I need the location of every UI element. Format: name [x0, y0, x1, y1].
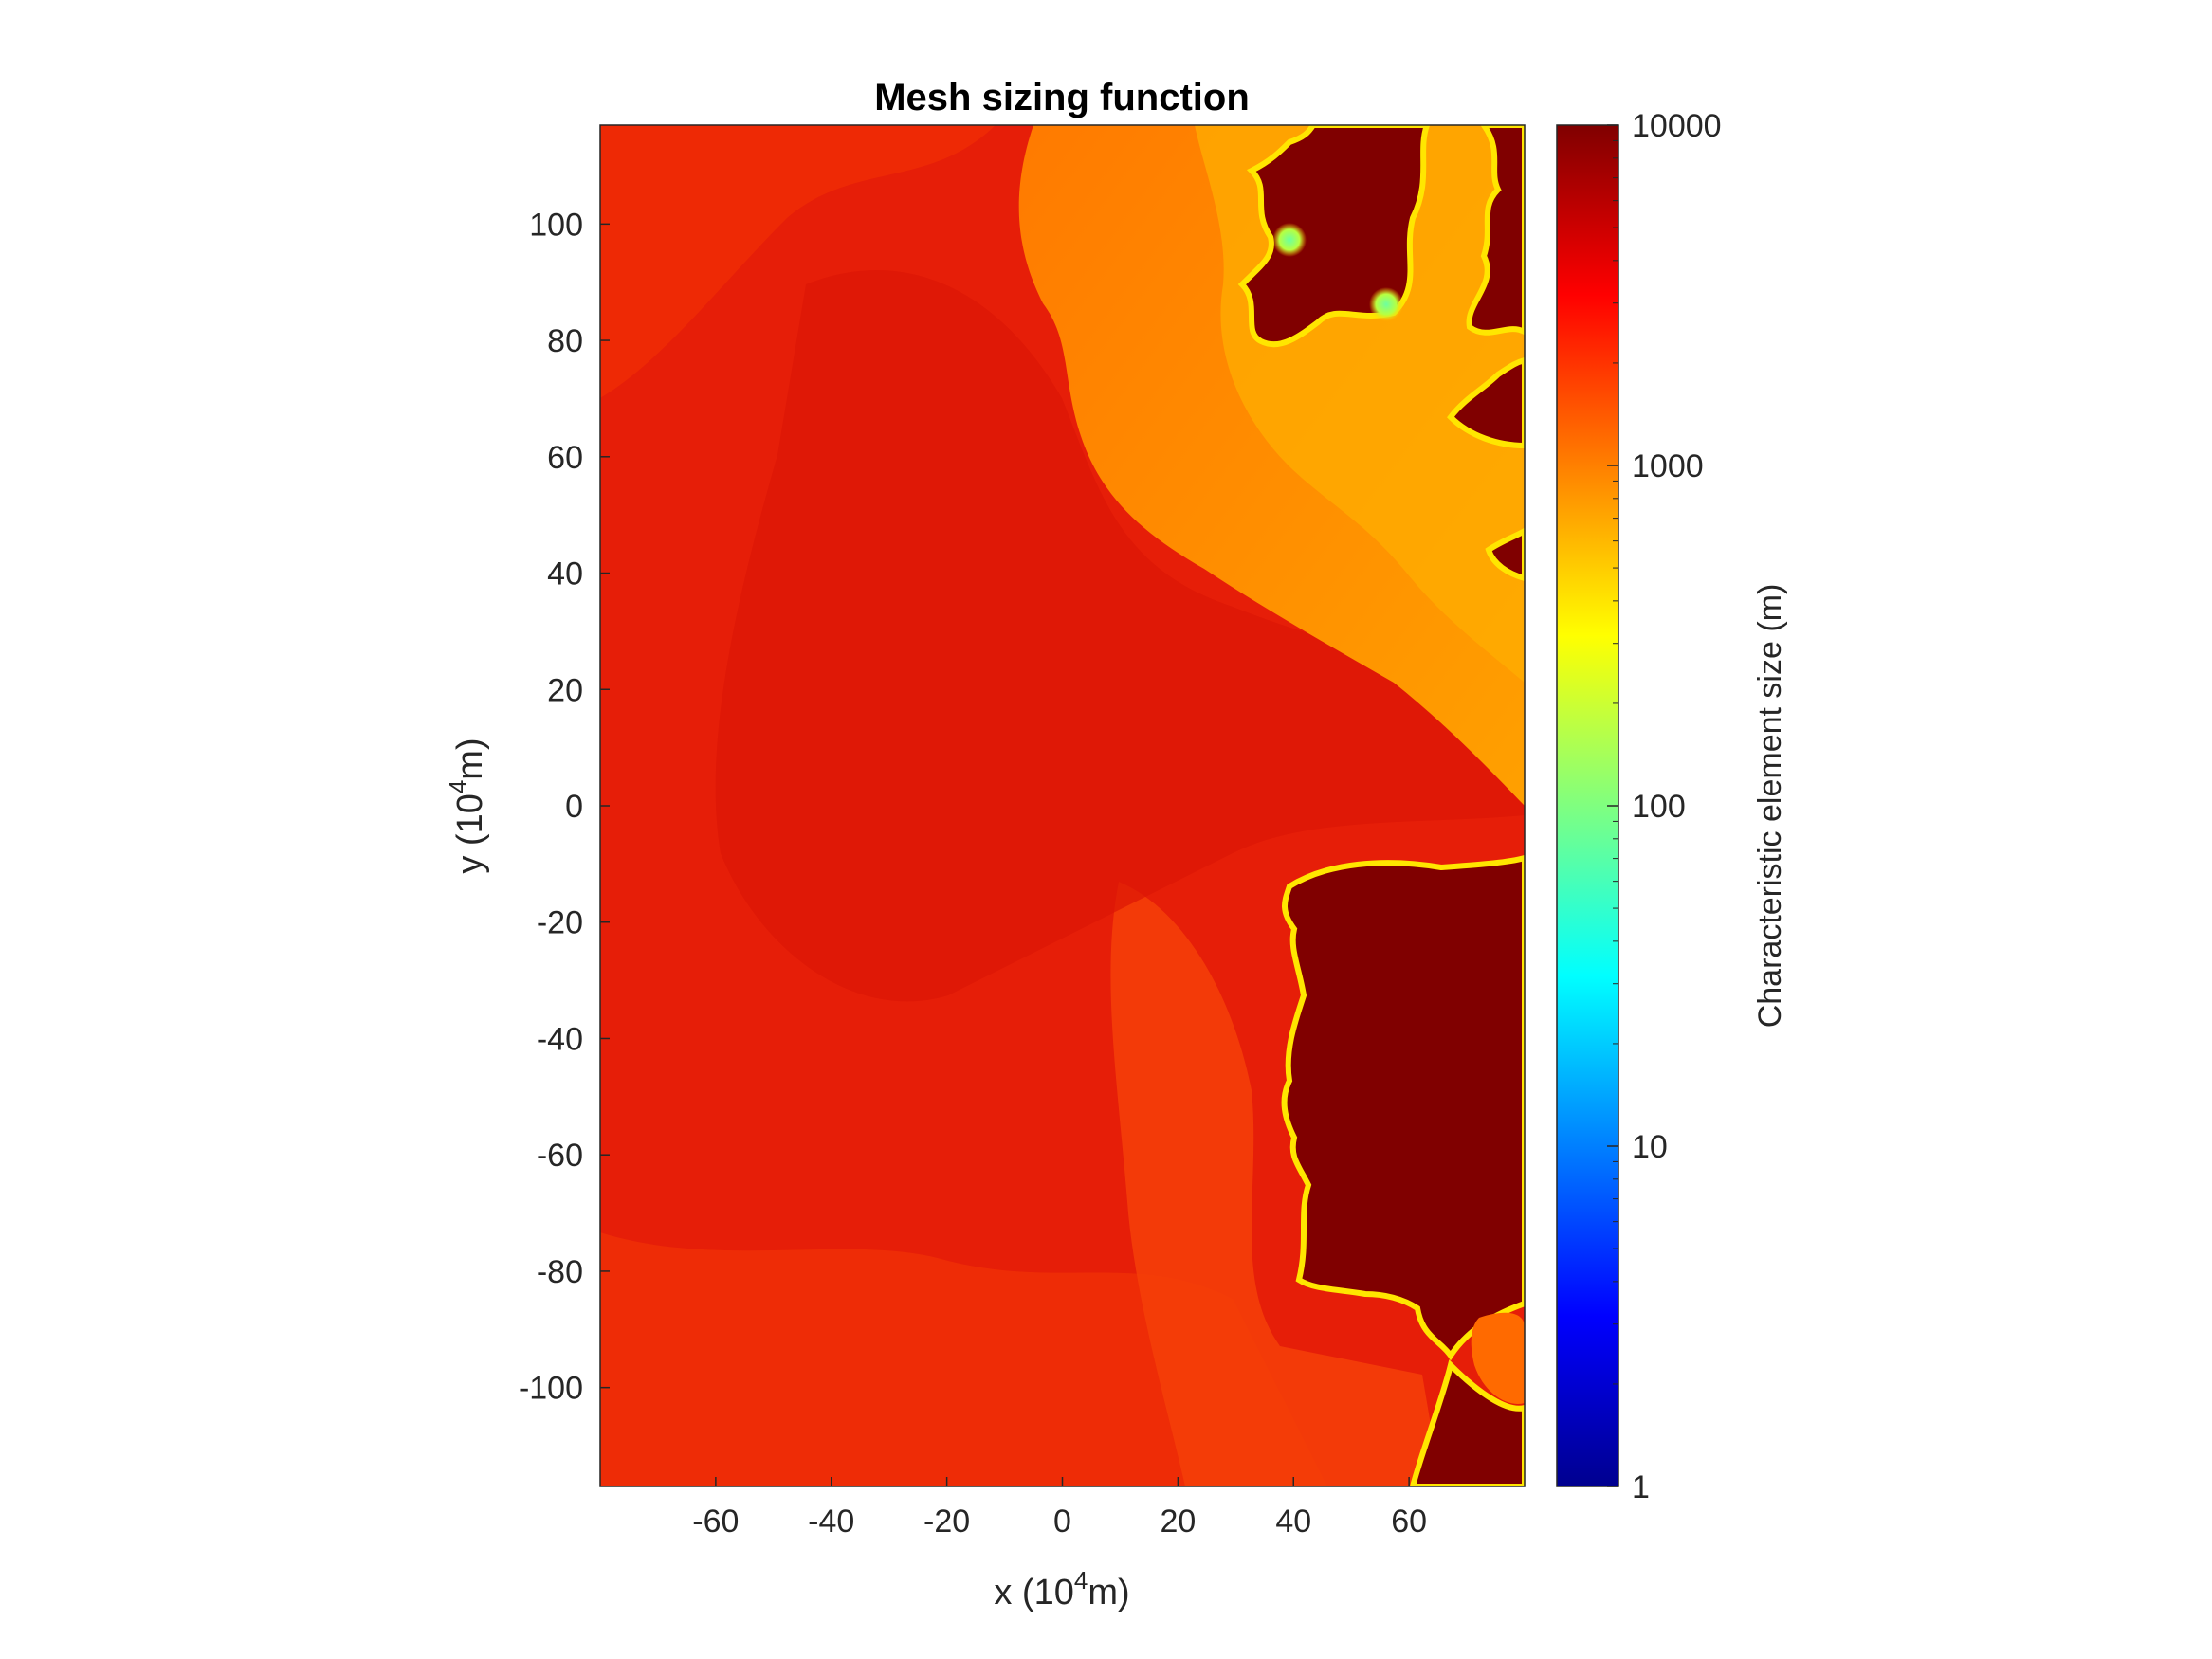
y-tick-label: -20 — [537, 905, 583, 941]
y-tick-label: 80 — [547, 323, 583, 359]
colorbar-tick-label: 1000 — [1632, 448, 1704, 484]
land-north-africa — [1409, 1359, 1525, 1486]
land-uk-north — [1466, 125, 1525, 336]
x-tick-label: -40 — [808, 1504, 854, 1540]
x-tick-label: 60 — [1391, 1504, 1427, 1540]
x-axis-ticks: -60 -40 -20 0 20 40 60 — [692, 1477, 1427, 1540]
hotspot-south-ireland — [1369, 287, 1403, 321]
y-tick-label: -100 — [519, 1371, 583, 1407]
land-uk-south — [1447, 356, 1525, 449]
colorbar-tick-label: 100 — [1632, 789, 1686, 825]
y-tick-label: -40 — [537, 1021, 583, 1057]
chart-title: Mesh sizing function — [874, 77, 1250, 118]
y-tick-label: 0 — [565, 789, 583, 825]
heatmap — [600, 125, 1525, 1486]
y-tick-label: -60 — [537, 1138, 583, 1174]
colorbar-tick-label: 10 — [1632, 1129, 1668, 1165]
land-iberia — [1281, 854, 1525, 1361]
hotspot-west-ireland — [1272, 223, 1307, 257]
x-tick-label: -60 — [692, 1504, 739, 1540]
y-tick-label: 100 — [529, 207, 583, 243]
x-axis-label: x (104m) — [994, 1566, 1129, 1613]
x-tick-label: 20 — [1160, 1504, 1196, 1540]
ocean-mid-central — [1110, 882, 1441, 1486]
y-tick-label: -80 — [537, 1254, 583, 1290]
colorbar-label: Characteristic element size (m) — [1752, 584, 1788, 1029]
ocean-light-west — [600, 125, 996, 398]
colorbar-tick-label: 1 — [1632, 1469, 1650, 1505]
ocean-deep-central — [715, 270, 1525, 1002]
y-tick-label: 60 — [547, 440, 583, 476]
colorbar-ticks: 1 10 100 1000 10000 — [1607, 108, 1722, 1505]
x-tick-label: -20 — [923, 1504, 970, 1540]
y-tick-label: 40 — [547, 556, 583, 592]
y-tick-label: 20 — [547, 672, 583, 708]
y-axis-label: y (104m) — [444, 738, 490, 873]
y-axis-ticks: 100 80 60 40 20 0 -20 -40 -60 -80 -100 — [519, 207, 610, 1407]
x-tick-label: 40 — [1275, 1504, 1311, 1540]
shelf-alboran — [1471, 1312, 1525, 1404]
x-tick-label: 0 — [1053, 1504, 1071, 1540]
land-brittany — [1485, 527, 1525, 582]
colorbar-tick-label: 10000 — [1632, 108, 1722, 144]
